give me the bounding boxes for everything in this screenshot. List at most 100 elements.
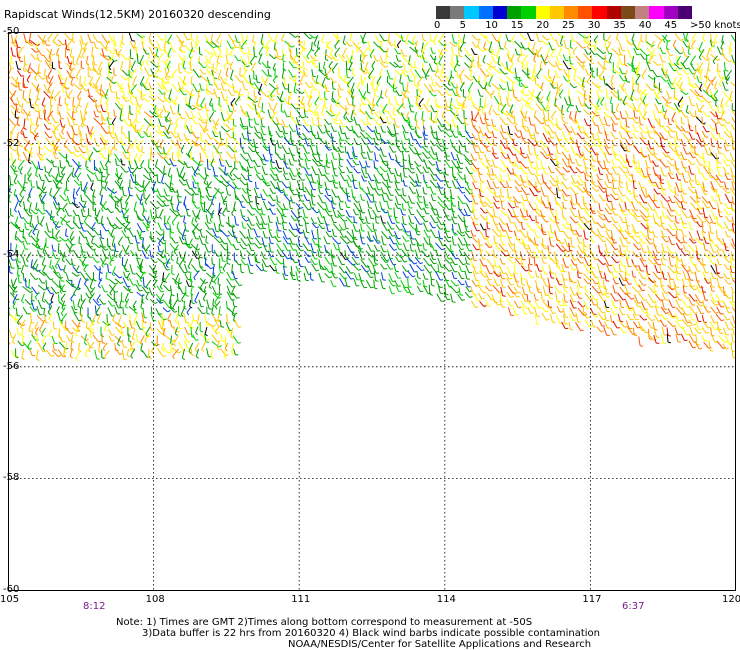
wind-barb — [115, 158, 117, 165]
wind-barb — [55, 173, 59, 181]
wind-barb-flag — [47, 76, 51, 80]
wind-barb — [159, 109, 164, 115]
wind-barb-flag — [156, 207, 160, 209]
wind-barb-flag — [350, 272, 354, 274]
wind-barb-flag — [47, 311, 51, 315]
wind-barb — [59, 284, 66, 292]
wind-barb — [36, 314, 44, 322]
wind-barb — [83, 111, 88, 118]
wind-barb — [142, 208, 145, 216]
wind-barb — [72, 111, 74, 119]
wind-barb — [157, 245, 160, 252]
wind-barb — [38, 194, 43, 204]
wind-barb — [15, 60, 19, 70]
wind-barb-flag — [105, 102, 109, 106]
wind-barb-flag — [143, 210, 147, 212]
wind-barb-flag — [72, 264, 76, 267]
wind-barb — [124, 258, 129, 269]
wind-barb-flag — [34, 78, 38, 81]
wind-barb-flag — [31, 186, 35, 188]
wind-barb-flag — [75, 358, 78, 362]
wind-barb — [28, 202, 32, 213]
wind-barb — [71, 139, 78, 146]
wind-barb-flag — [140, 165, 143, 169]
wind-barb-flag — [144, 316, 148, 319]
wind-barb — [167, 34, 173, 42]
wind-barb — [87, 151, 90, 159]
wind-barb-flag — [42, 347, 46, 351]
wind-barb-flag — [101, 94, 106, 98]
wind-barb-flag — [10, 131, 14, 135]
wind-barb — [142, 243, 146, 251]
wind-barb-flag — [14, 170, 18, 173]
wind-barb — [153, 214, 158, 221]
wind-barb — [8, 342, 11, 347]
wind-barb-flag — [53, 98, 57, 102]
wind-barb — [30, 209, 36, 215]
wind-barb — [92, 147, 98, 153]
wind-barb-flag — [183, 183, 187, 186]
scale-tick-label: 40 — [638, 20, 652, 31]
wind-barb-flag — [112, 133, 117, 136]
wind-barb — [65, 243, 72, 252]
wind-barb-flag — [180, 215, 184, 217]
wind-barb — [16, 144, 19, 155]
wind-barb — [45, 158, 52, 164]
wind-barb — [52, 201, 57, 210]
wind-barb-flag — [29, 290, 33, 293]
wind-barb — [10, 47, 14, 56]
wind-barb — [171, 215, 178, 223]
wind-barb-flag — [77, 155, 81, 158]
wind-barb-flag — [70, 298, 73, 302]
wind-barb-flag — [370, 276, 374, 279]
wind-barb-flag — [13, 194, 17, 198]
wind-barb-flag — [183, 221, 187, 225]
wind-barb-flag — [423, 39, 427, 42]
wind-barb-flag — [174, 310, 178, 313]
wind-barb — [35, 263, 39, 270]
wind-barb-flag — [365, 143, 369, 145]
wind-barb-flag — [14, 149, 18, 152]
wind-barb-flag — [336, 150, 340, 152]
wind-barb-flag — [121, 333, 125, 336]
wind-barb — [163, 188, 168, 197]
wind-barb — [11, 159, 17, 165]
wind-barb — [80, 138, 83, 147]
wind-barb-flag — [424, 249, 428, 251]
wind-barb-flag — [131, 103, 135, 105]
wind-barb-flag — [131, 125, 135, 129]
wind-barb — [135, 284, 140, 292]
wind-barb-flag — [308, 249, 312, 252]
wind-barb — [39, 186, 47, 195]
wind-barb-flag — [272, 199, 277, 201]
wind-barb-flag — [125, 252, 128, 255]
wind-barb-flag — [117, 180, 120, 184]
wind-barb-flag — [88, 75, 92, 78]
wind-barb-flag — [166, 67, 170, 71]
wind-barb-flag — [35, 278, 39, 280]
wind-barb — [89, 278, 94, 288]
wind-barb-flag — [15, 250, 19, 254]
wind-barb — [81, 47, 87, 56]
wind-barb — [80, 272, 87, 281]
wind-barb — [145, 124, 150, 133]
wind-barb-flag — [101, 264, 104, 268]
wind-barb — [99, 84, 102, 95]
wind-barb-flag — [128, 328, 132, 331]
wind-barb — [140, 343, 143, 351]
wind-barb — [75, 349, 82, 359]
wind-barb-flag — [9, 272, 13, 274]
wind-barb — [44, 165, 47, 172]
wind-barb — [47, 305, 53, 313]
wind-barb-flag — [151, 237, 155, 240]
wind-barb-flag — [42, 251, 46, 255]
wind-barb — [36, 349, 39, 360]
wind-barb — [156, 147, 162, 155]
wind-barb — [122, 285, 129, 292]
wind-barb-flag — [91, 228, 94, 232]
wind-barb-flag — [49, 64, 53, 67]
wind-barb-flag — [11, 140, 15, 142]
wind-barb-flag — [168, 351, 172, 354]
wind-barb — [61, 251, 66, 261]
wind-barb-flag — [341, 151, 345, 153]
